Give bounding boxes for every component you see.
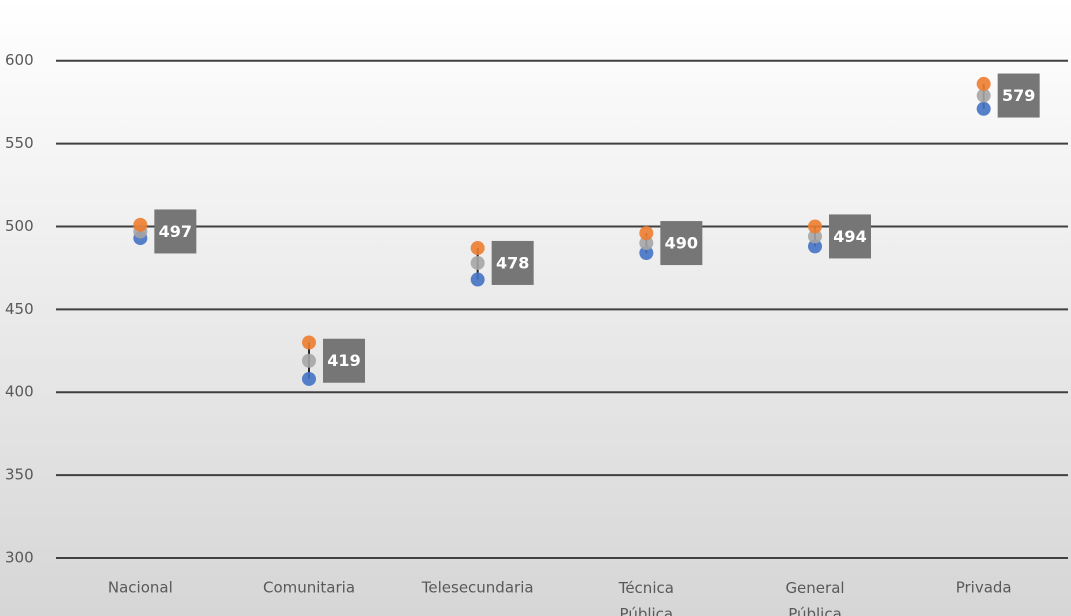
y-tick-label: 550 [5,134,34,152]
data-label-box [323,338,365,383]
data-label: 497 [159,222,192,241]
x-tick-label: Nacional [108,579,173,597]
y-tick-label: 350 [5,466,34,484]
dot [639,236,654,251]
data-label-box [829,214,871,259]
dot [808,229,822,244]
x-tick-label: General Pública [785,579,844,616]
dot [470,255,485,270]
dot [639,226,654,241]
y-tick-label: 300 [5,549,34,567]
data-label-box [154,209,197,254]
data-label: 494 [833,227,866,246]
y-tick-label: 400 [5,383,34,401]
dot [808,239,822,254]
dot [639,246,654,261]
y-tick-label: 500 [5,217,34,235]
dot [470,241,485,256]
dot [133,217,148,232]
dot [976,76,991,91]
data-label-box [997,73,1040,118]
data-label-box [491,240,534,285]
dot [976,101,991,116]
dot [808,219,822,234]
dot [976,88,991,103]
dot [302,335,316,350]
data-label: 490 [665,234,698,253]
data-label-box [660,221,703,266]
dot [302,353,316,368]
data-label: 478 [496,253,529,272]
data-label: 419 [327,351,360,370]
y-tick-label: 600 [5,51,34,69]
x-tick-label: Privada [956,579,1012,597]
x-tick-label: Comunitaria [263,579,355,597]
dot [302,371,316,386]
x-tick-label: Técnica Pública [618,579,674,616]
x-tick-label: Telesecundaria [421,579,534,597]
y-tick-label: 450 [5,300,34,318]
data-label: 579 [1002,86,1035,105]
dot [470,272,485,287]
